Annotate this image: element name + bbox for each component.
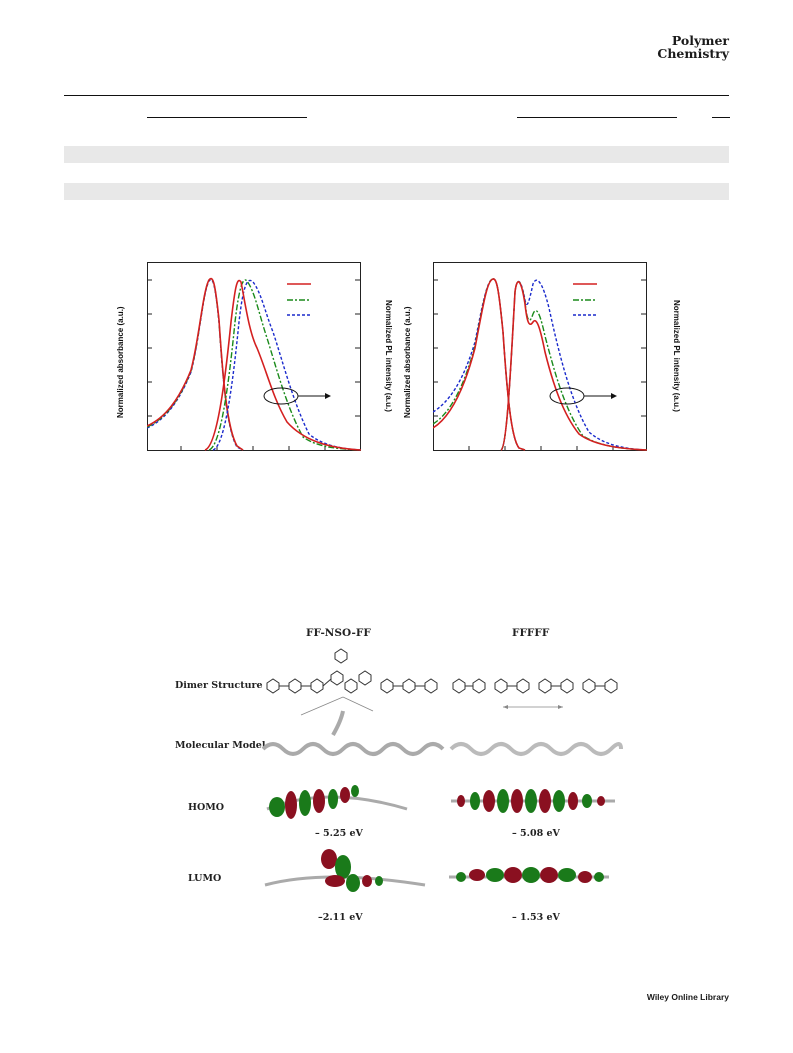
journal-name-line1: Polymer — [671, 33, 729, 48]
molecular-model-1 — [261, 742, 445, 756]
panel1-ylabel-right: Normalized PL intensity (a.u.) — [384, 300, 393, 412]
table-band-2 — [64, 183, 729, 200]
lumo-orbital-1 — [264, 849, 426, 892]
table-rule-right — [712, 117, 730, 118]
spectra-panel-2 — [433, 262, 647, 451]
row-label-model: Molecular Model — [175, 740, 266, 751]
table-band-1 — [64, 146, 729, 163]
homo-orbital-1 — [266, 785, 408, 819]
homo-orbital-2 — [451, 789, 615, 813]
col-title-ff-nso-ff: FF-NSO-FF — [306, 627, 371, 639]
table-rule-left — [147, 117, 307, 118]
homo-energy-2: – 5.08 eV — [512, 828, 560, 839]
panel2-ylabel-right: Normalized PL intensity (a.u.) — [672, 300, 681, 412]
row-label-lumo: LUMO — [188, 873, 222, 884]
lumo-orbital-2 — [449, 867, 609, 883]
panel1-ylabel-left: Normalized absorbance (a.u.) — [116, 306, 125, 418]
journal-name-line2: Chemistry — [657, 46, 729, 61]
homo-energy-1: – 5.25 eV — [315, 828, 363, 839]
col-title-fffff: FFFFF — [512, 627, 550, 639]
orbital-graphics — [261, 648, 623, 892]
dimer-structure-2 — [452, 678, 618, 694]
footer-wiley: Wiley Online Library — [646, 992, 729, 1002]
table-rule-mid — [517, 117, 677, 118]
molecular-model-2 — [449, 742, 623, 756]
lumo-energy-1: –2.11 eV — [318, 912, 363, 923]
row-label-homo: HOMO — [188, 802, 225, 813]
panel2-ylabel-left: Normalized absorbance (a.u.) — [403, 306, 412, 418]
lumo-energy-2: – 1.53 eV — [512, 912, 560, 923]
spectra-panel-1 — [147, 262, 361, 451]
row-label-dimer: Dimer Structure — [175, 680, 263, 691]
dimer-structure-1 — [266, 648, 438, 694]
journal-logo: Polymer Chemistry — [657, 34, 729, 60]
header-rule — [64, 95, 729, 96]
